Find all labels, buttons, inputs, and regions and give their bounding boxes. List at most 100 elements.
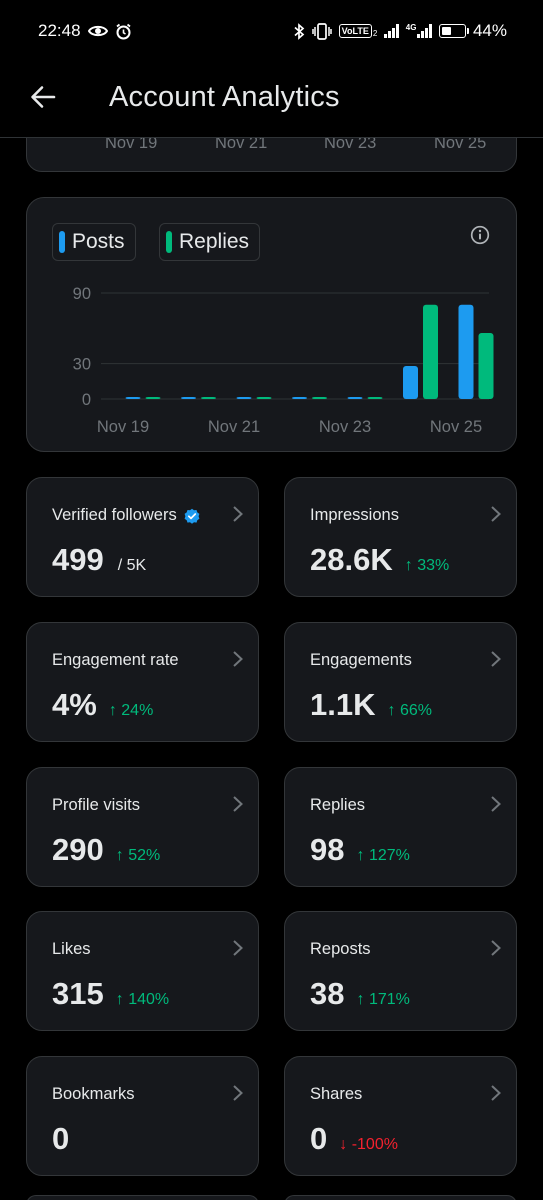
metric-label: Engagement rate [52,651,179,670]
legend-replies[interactable]: Replies [159,223,261,261]
metric-change-text: 171% [368,991,410,1009]
metric-value: 290 ↑ 52% [52,832,160,868]
x-tick-label: Nov 19 [97,418,149,436]
metric-label-text: Reposts [310,940,371,959]
metric-label-text: Engagements [310,650,412,669]
metric-label-text: Bookmarks [52,1085,135,1104]
legend-replies-label: Replies [179,230,250,253]
metric-label-text: Replies [310,795,366,814]
metric-value-text: 4% [52,686,97,722]
metric-card-engagements[interactable]: Engagements 1.1K ↑ 66% [284,621,517,742]
info-icon[interactable] [470,225,490,245]
metric-value: 38 ↑ 171% [310,976,410,1012]
bar-posts-nov-19 [125,397,141,399]
metric-value-text: 38 [310,976,345,1012]
y-tick-label: 90 [73,285,91,303]
metric-card-reposts[interactable]: Reposts 38 ↑ 171% [284,911,517,1032]
metric-change-text: 33% [417,557,450,574]
chevron-right-icon [233,795,243,812]
bar-posts-nov-23 [347,397,363,399]
arrow-up-icon: ↑ [404,557,418,574]
prev-tick-label: Nov 21 [215,134,268,152]
metric-card-engagement-rate[interactable]: Engagement rate 4% ↑ 24% [26,621,259,742]
metric-change-text: 52% [128,846,161,864]
metric-value-text: 98 [310,831,345,867]
metric-value: 0 ↓ -100% [310,1121,398,1157]
metric-card-likes[interactable]: Likes 315 ↑ 140% [26,911,259,1032]
metric-card-bookmarks[interactable]: Bookmarks 0 [26,1056,259,1177]
metric-change-text: 66% [399,701,432,719]
bar-replies-nov-25 [478,333,494,399]
metric-card-verified-followers[interactable]: Verified followers 499 / 5K [26,477,259,597]
metric-label: Likes [52,940,91,959]
metric-change-text: -100% [351,1136,398,1154]
arrow-up-icon: ↑ [115,846,129,864]
legend-replies-swatch [166,231,172,253]
metric-change: ↑ 127% [356,847,409,865]
metric-label: Shares [310,1085,362,1104]
volte-badge: VoLTE [338,24,372,38]
y-tick-label: 30 [73,356,91,374]
previous-chart-axis: Nov 19 Nov 21 Nov 23 Nov 25 [0,134,543,156]
bar-replies-nov-21 [256,397,272,399]
metric-card-shares[interactable]: Shares 0 ↓ -100% [284,1056,517,1177]
metric-change: ↑ 171% [356,991,409,1009]
battery-icon [438,24,469,38]
metric-change: ↑ 33% [405,557,449,575]
volte-sim-index: 2 [372,29,378,38]
chevron-right-icon [233,940,243,957]
metric-change: ↑ 66% [387,702,431,720]
metric-label: Engagements [310,651,412,670]
x-tick-label: Nov 23 [319,418,371,436]
bar-replies-nov-20 [201,397,216,399]
metric-value: 315 ↑ 140% [52,976,169,1012]
page-title: Account Analytics [109,81,340,113]
chevron-right-icon [233,1085,243,1101]
metric-value-text: 290 [52,831,104,867]
metric-change-text: 127% [368,846,410,864]
battery-fill [441,27,452,35]
back-button[interactable] [26,80,60,114]
metric-label: Profile visits [52,796,140,815]
metric-label: Impressions [310,506,399,525]
bar-replies-nov-19 [145,397,161,399]
metric-value-text: 0 [52,1121,70,1157]
x-tick-label: Nov 25 [430,418,482,436]
prev-tick-label: Nov 19 [105,134,158,152]
posts-replies-chart-card: Posts Replies 0 30 90 Nov 19 Nov 21 Nov 23 Nov… [26,197,517,452]
legend-posts-label: Posts [72,230,125,253]
arrow-up-icon: ↑ [356,846,369,864]
arrow-down-icon: ↓ [339,1136,352,1154]
bar-replies-nov-23 [367,397,383,399]
chevron-right-icon [491,940,501,957]
y-tick-label: 0 [82,391,91,409]
metric-card-profile-visits[interactable]: Profile visits 290 ↑ 52% [26,766,259,887]
metric-card-impressions[interactable]: Impressions 28.6K ↑ 33% [284,477,517,597]
next-card-edge [284,1195,517,1200]
metric-label-text: Profile visits [52,795,141,814]
metric-change: ↓ -100% [339,1136,398,1154]
chevron-right-icon [491,651,501,667]
bar-posts-nov-22 [292,397,307,399]
x-tick-label: Nov 21 [208,418,260,436]
chevron-right-icon [491,795,501,812]
clock: 22:48 [38,21,81,40]
prev-tick-label: Nov 25 [434,134,487,152]
metric-value: 499 / 5K [52,542,146,578]
eye-icon [87,25,108,37]
metric-value: 28.6K ↑ 33% [310,542,449,578]
bar-posts-nov-20 [181,397,196,399]
legend-posts[interactable]: Posts [52,223,136,261]
metric-label-text: Shares [310,1085,363,1104]
metric-value: 4% ↑ 24% [52,687,153,723]
metric-change: ↑ 52% [116,847,160,865]
metric-value-text: 0 [310,1121,328,1157]
arrow-up-icon: ↑ [108,701,122,719]
bar-replies-nov-24 [423,304,438,399]
metric-value-text: 499 [52,542,104,577]
chevron-right-icon [233,651,243,667]
bar-posts-nov-24 [403,366,418,399]
metric-card-replies[interactable]: Replies 98 ↑ 127% [284,766,517,887]
alarm-icon [115,23,131,39]
signal-icon-2 [417,24,432,38]
